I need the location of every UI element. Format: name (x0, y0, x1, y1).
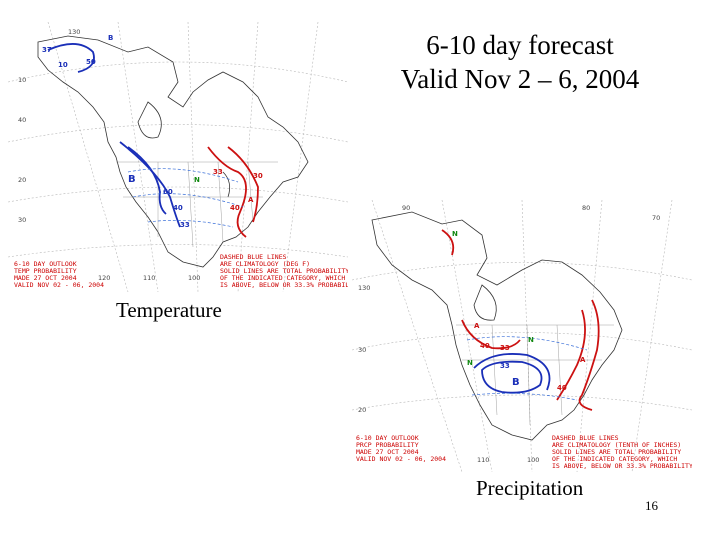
precipitation-above-contours (441, 229, 600, 411)
precipitation-legend-right-line: SOLID LINES ARE TOTAL PROBABILITY (552, 448, 681, 456)
precipitation-coastlines (371, 211, 623, 441)
temperature-label-a: A (248, 196, 254, 204)
temperature-label-n: N (194, 176, 200, 184)
temperature-above-contours (207, 146, 259, 238)
temperature-map-svg: B B 37 50 60 40 33 N 33 30 40 A 10 30 20… (8, 22, 348, 292)
temperature-coastlines (37, 35, 309, 268)
temperature-label-37: 37 (42, 46, 52, 54)
temperature-grid-130: 130 (68, 28, 80, 36)
precipitation-caption: Precipitation (476, 476, 584, 500)
precipitation-label-n-central: N (528, 336, 534, 344)
precipitation-label-n-alaska: N (452, 230, 458, 238)
temperature-grid-20: 20 (18, 176, 26, 184)
precipitation-legend-left-line: MADE 27 OCT 2004 (356, 448, 419, 456)
temperature-legend-right-line: ARE CLIMATOLOGY (DEG F) (220, 260, 310, 268)
temperature-below-label: B (128, 174, 136, 185)
precipitation-label-n-southwest: N (467, 359, 473, 367)
temperature-label-33: 33 (180, 221, 190, 229)
temperature-caption: Temperature (116, 298, 222, 322)
temperature-grid-100: 100 (188, 274, 200, 282)
precipitation-grid-90: 90 (402, 204, 410, 212)
precipitation-label-a-east: A (580, 356, 586, 364)
temperature-label-b-alaska: B (108, 34, 113, 42)
temperature-legend-left-line: 6-10 DAY OUTLOOK (14, 260, 77, 268)
precipitation-grid-80: 80 (582, 204, 590, 212)
precipitation-below-contours (473, 353, 551, 394)
temperature-grid-120: 120 (98, 274, 110, 282)
temperature-legend-right-line: OF THE INDICATED CATEGORY, WHICH (220, 274, 345, 282)
temperature-graticule (8, 22, 348, 292)
temperature-legend-right: DASHED BLUE LINES ARE CLIMATOLOGY (DEG F… (220, 253, 348, 289)
precipitation-label-33-red: 33 (500, 344, 510, 352)
temperature-legend-right-line: SOLID LINES ARE TOTAL PROBABILITY (220, 267, 348, 275)
temperature-grid-40: 40 (18, 116, 26, 124)
temperature-grid-30: 30 (18, 216, 26, 224)
temperature-grid-10: 10 (18, 76, 26, 84)
precipitation-below-label: B (512, 377, 520, 388)
temperature-legend-left-line: MADE 27 OCT 2004 (14, 274, 77, 282)
temperature-legend-right-line: DASHED BLUE LINES (220, 253, 287, 261)
temperature-label-40: 40 (173, 204, 183, 212)
temperature-label-60: 60 (163, 188, 173, 196)
precipitation-label-40-east: 40 (557, 384, 567, 392)
precipitation-grid-130: 130 (358, 284, 370, 292)
precipitation-outlook-map: B 33 A 40 33 A 40 N N N 90 80 70 130 30 … (352, 200, 692, 472)
temperature-label-50: 50 (86, 58, 96, 66)
temperature-legend-left: 6-10 DAY OUTLOOK TEMP PROBABILITY MADE 2… (14, 260, 104, 289)
precipitation-graticule (352, 200, 692, 472)
precipitation-grid-100: 100 (527, 456, 539, 464)
precipitation-legend-left-line: 6-10 DAY OUTLOOK (356, 434, 419, 442)
temperature-climatology-lines (127, 168, 244, 228)
slide-number: 16 (645, 498, 658, 513)
temperature-below-contours (47, 43, 181, 228)
precipitation-legend-right-line: IS ABOVE, BELOW OR 33.3% PROBABILITY (552, 462, 692, 470)
temperature-label-30: 30 (253, 172, 263, 180)
precipitation-grid-110: 110 (477, 456, 489, 464)
precipitation-legend-right: DASHED BLUE LINES ARE CLIMATOLOGY (TENTH… (552, 434, 692, 470)
temperature-label-33-red: 33 (213, 168, 223, 176)
temperature-legend-left-line: TEMP PROBABILITY (14, 267, 77, 275)
temperature-label-40-red: 40 (230, 204, 240, 212)
temperature-label-10: 10 (58, 61, 68, 69)
precipitation-legend-left-line: VALID NOV 02 - 06, 2004 (356, 455, 446, 463)
temperature-grid-110: 110 (143, 274, 155, 282)
precipitation-grid-70: 70 (652, 214, 660, 222)
title-line-2: Valid Nov 2 – 6, 2004 (400, 64, 640, 94)
precipitation-map-svg: B 33 A 40 33 A 40 N N N 90 80 70 130 30 … (352, 200, 692, 472)
slide-title: 6-10 day forecast Valid Nov 2 – 6, 2004 (360, 28, 680, 96)
precipitation-grid-30: 30 (358, 346, 366, 354)
title-line-1: 6-10 day forecast (426, 30, 614, 60)
precipitation-legend-right-line: DASHED BLUE LINES (552, 434, 619, 442)
precipitation-label-40-west: 40 (480, 342, 490, 350)
precipitation-legend-right-line: ARE CLIMATOLOGY (TENTH OF INCHES) (552, 441, 681, 449)
precipitation-grid-20: 20 (358, 406, 366, 414)
precipitation-legend-right-line: OF THE INDICATED CATEGORY, WHICH (552, 455, 677, 463)
precipitation-label-33-blue: 33 (500, 362, 510, 370)
precipitation-legend-left-line: PRCP PROBABILITY (356, 441, 419, 449)
temperature-legend-left-line: VALID NOV 02 - 06, 2004 (14, 281, 104, 289)
precipitation-climatology-lines (466, 336, 588, 401)
temperature-legend-right-line: IS ABOVE, BELOW OR 33.3% PROBABILITY (220, 281, 348, 289)
temperature-outlook-map: B B 37 50 60 40 33 N 33 30 40 A 10 30 20… (8, 22, 348, 292)
precipitation-legend-left: 6-10 DAY OUTLOOK PRCP PROBABILITY MADE 2… (356, 434, 446, 463)
precipitation-label-a-west: A (474, 322, 480, 330)
